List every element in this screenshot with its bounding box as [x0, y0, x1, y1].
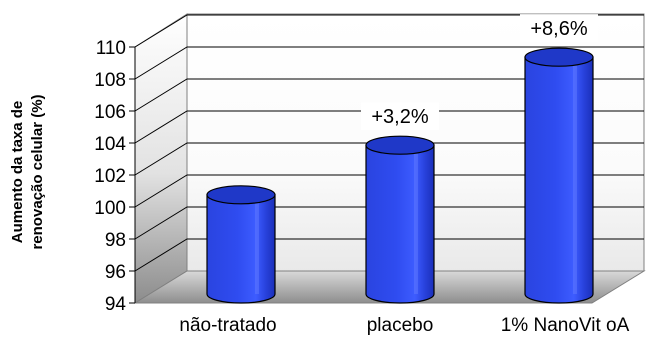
data-label-box	[361, 102, 439, 131]
y-tick-label: 96	[105, 262, 126, 283]
bar-body	[365, 144, 435, 304]
bar-top	[206, 185, 276, 205]
bar-highlight	[414, 145, 418, 294]
x-category-label: não-tratado	[179, 315, 276, 336]
bar	[206, 185, 276, 304]
gridline	[134, 142, 644, 176]
bar-body	[206, 194, 276, 304]
gridline	[134, 78, 644, 112]
y-axis-label-line-2: renovação celular (%)	[29, 94, 46, 249]
bar: +3,2%	[361, 102, 439, 304]
data-label: +3,2%	[371, 106, 428, 128]
y-axis-label-line-1: Aumento da taxa de	[9, 101, 26, 244]
y-tick-label: 100	[94, 198, 126, 219]
y-tick-label: 110	[96, 38, 126, 59]
y-axis-ticks: 94 96 98 100 102 104 106 108 110	[94, 38, 136, 315]
gridline	[134, 14, 644, 48]
bar: +8,6%	[520, 14, 598, 304]
x-axis-categories: não-tratado placebo 1% NanoVit oA	[179, 315, 629, 336]
data-label: +8,6%	[530, 18, 587, 40]
gridline	[134, 238, 644, 272]
bar-highlight	[255, 194, 259, 294]
gridline	[134, 174, 644, 208]
bars: +3,2% +8,6%	[206, 14, 598, 304]
gridline	[134, 206, 644, 240]
gridline	[134, 110, 644, 144]
gridline	[134, 46, 644, 80]
bar-highlight	[573, 57, 577, 295]
bar-top	[524, 47, 594, 67]
x-category-label: placebo	[367, 315, 434, 336]
y-tick-label: 104	[94, 134, 126, 155]
bar-top	[365, 135, 435, 155]
y-tick-label: 106	[94, 102, 126, 123]
data-label-box	[520, 14, 598, 43]
y-tick-label: 98	[105, 230, 126, 251]
y-tick-label: 108	[94, 70, 126, 91]
gridlines	[134, 14, 644, 272]
x-category-label: 1% NanoVit oA	[501, 315, 630, 336]
bar-body	[524, 56, 594, 304]
y-tick-label: 102	[94, 166, 126, 187]
y-tick-label: 94	[105, 294, 127, 315]
